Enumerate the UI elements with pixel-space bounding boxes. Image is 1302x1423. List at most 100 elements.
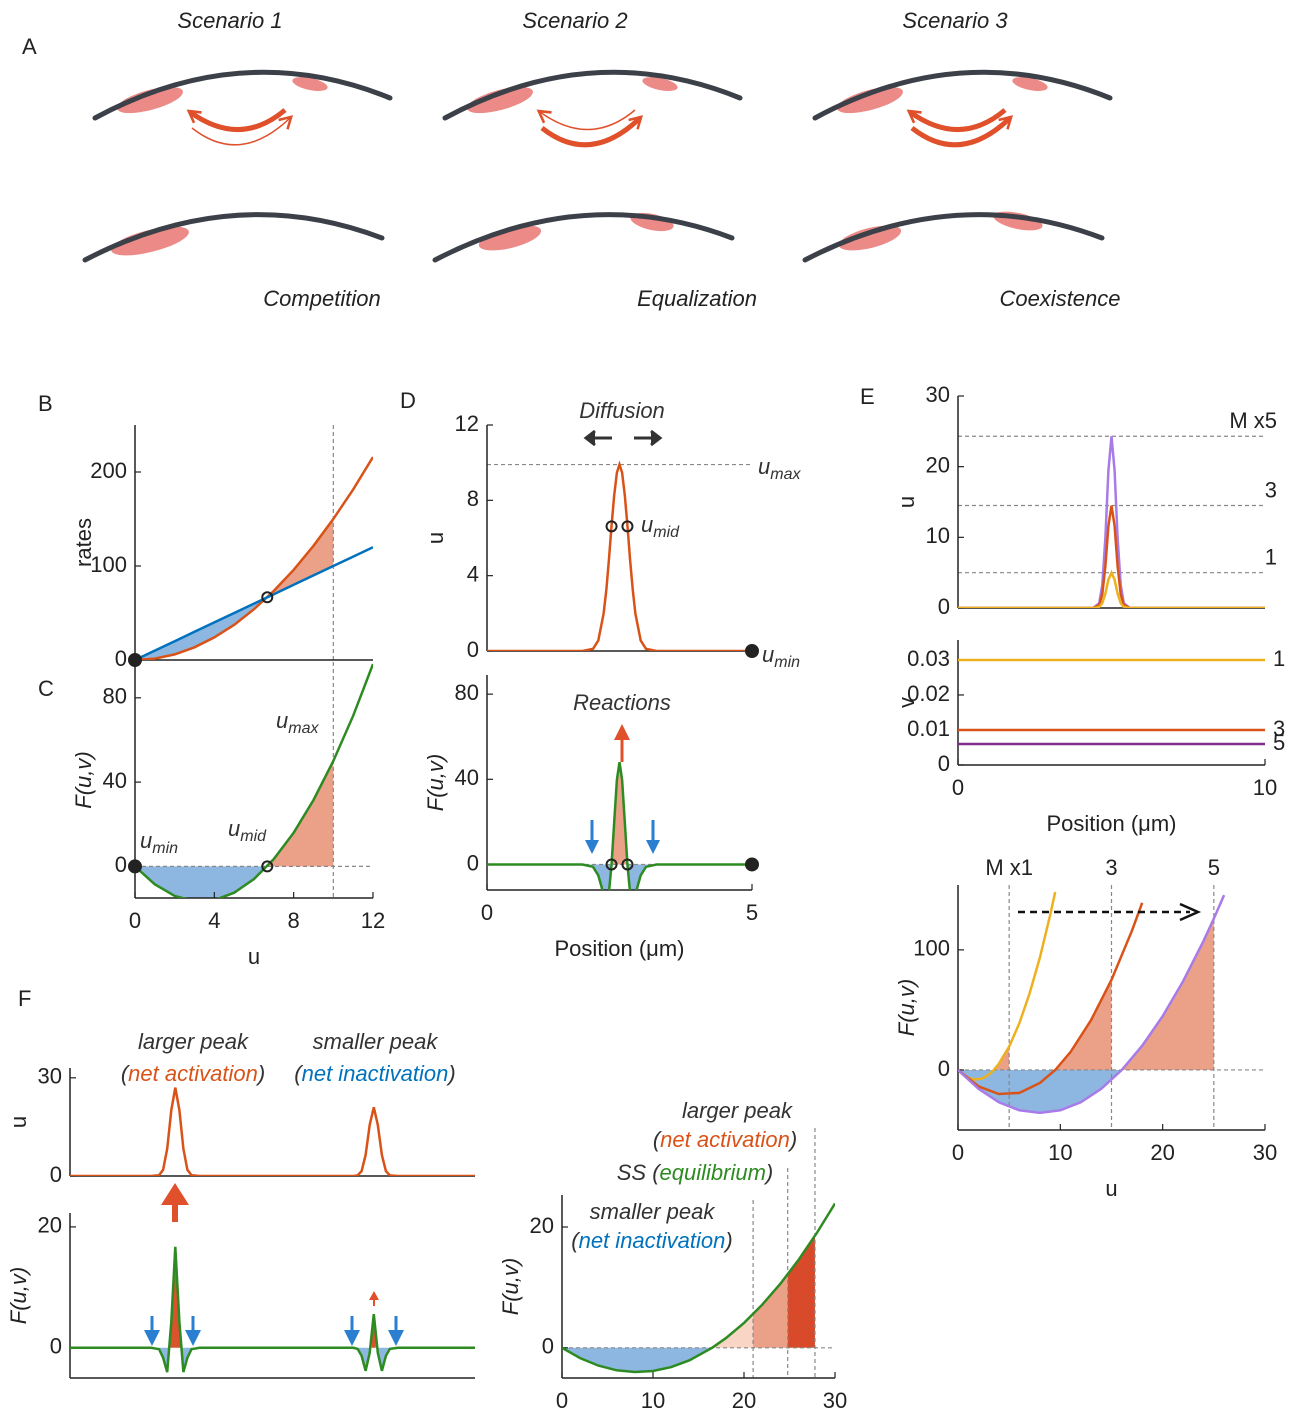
scenario-outcome: Equalization xyxy=(637,286,757,311)
x-tick-label: 0 xyxy=(952,775,964,800)
annotation: umid xyxy=(228,816,267,845)
annotation-part: min xyxy=(152,840,178,857)
x-tick-label: 8 xyxy=(288,908,300,933)
area-fill xyxy=(135,865,268,898)
series-line xyxy=(135,546,373,660)
x-axis-label: u xyxy=(248,944,260,969)
scenario-outcome: Coexistence xyxy=(999,286,1120,311)
domain-patch xyxy=(292,77,328,91)
annotation: umax xyxy=(758,454,801,483)
annotation-part: mid xyxy=(653,524,680,541)
y-tick-label: 10 xyxy=(926,523,950,548)
y-tick-label: 0 xyxy=(115,646,127,671)
membrane xyxy=(82,212,385,263)
area-fill xyxy=(1055,979,1112,1070)
domain-patch xyxy=(642,77,678,91)
decor-arrows xyxy=(144,429,1202,1346)
annotation: larger peak xyxy=(682,1098,793,1123)
annotation: (net inactivation) xyxy=(571,1228,732,1253)
diffusion-arrow xyxy=(583,429,612,447)
scenario-title: Scenario 3 xyxy=(902,8,1008,33)
panel-label: D xyxy=(400,388,416,413)
annotation-part: ) xyxy=(722,1228,732,1253)
flux-arrow xyxy=(536,109,636,131)
y-tick-label: 0 xyxy=(938,594,950,619)
area-fill xyxy=(753,1274,788,1348)
shift-arrow-head xyxy=(1179,902,1202,922)
y-tick-label: 4 xyxy=(467,561,479,586)
annotation-part: equilibrium xyxy=(660,1160,766,1185)
scenario-title: Scenario 1 xyxy=(177,8,282,33)
area-fill xyxy=(562,1347,713,1373)
annotation-part: min xyxy=(774,654,800,671)
x-tick-label: 20 xyxy=(732,1388,756,1413)
annotation-part: ( xyxy=(294,1061,304,1086)
series-label: 5 xyxy=(1208,855,1220,880)
annotation: Reactions xyxy=(573,690,671,715)
annotation: Diffusion xyxy=(579,398,665,423)
membrane xyxy=(432,212,735,263)
y-tick-label: 0 xyxy=(50,1162,62,1187)
x-tick-label: 20 xyxy=(1150,1140,1174,1165)
annotation-part: net inactivation xyxy=(579,1228,726,1253)
y-tick-label: 0.01 xyxy=(907,716,950,741)
y-tick-label: 100 xyxy=(90,552,127,577)
reaction-arrow-head xyxy=(585,840,599,854)
y-tick-label: 0 xyxy=(467,850,479,875)
activation-arrow-head xyxy=(161,1183,189,1205)
annotation-part: smaller peak xyxy=(590,1199,716,1224)
annotation: (net activation) xyxy=(653,1127,797,1152)
annotation-part: smaller peak xyxy=(313,1029,439,1054)
annotation-part: u xyxy=(140,828,152,853)
reaction-arrow-head xyxy=(614,724,630,740)
series-label: M x5 xyxy=(1229,408,1277,433)
inactivation-arrow-head xyxy=(388,1330,404,1346)
series-line xyxy=(958,505,1265,608)
series-label: 5 xyxy=(1273,730,1285,755)
x-tick-label: 0 xyxy=(556,1388,568,1413)
x-tick-label: 0 xyxy=(952,1140,964,1165)
y-axis-label: F(u,v) xyxy=(6,1267,31,1324)
series-line xyxy=(70,1246,475,1373)
y-axis-label: u xyxy=(6,1116,31,1128)
y-tick-label: 40 xyxy=(455,765,479,790)
annotation-part: u xyxy=(276,708,288,733)
membrane xyxy=(802,212,1105,263)
y-tick-label: 20 xyxy=(38,1213,62,1238)
x-tick-label: 30 xyxy=(1253,1140,1277,1165)
y-tick-label: 100 xyxy=(913,936,950,961)
series-label: 1 xyxy=(1265,544,1277,569)
y-axis-label: v xyxy=(894,697,919,708)
x-tick-label: 10 xyxy=(1048,1140,1072,1165)
series-line xyxy=(487,762,752,890)
y-axis-label: F(u,v) xyxy=(71,751,96,808)
series-label: 3 xyxy=(1273,716,1285,741)
annotation-part: ( xyxy=(571,1228,581,1253)
x-axis-label: Position (μm) xyxy=(1046,811,1176,836)
domain-patch xyxy=(1012,77,1048,91)
y-tick-label: 0 xyxy=(50,1334,62,1359)
point xyxy=(605,520,618,533)
annotation: larger peak xyxy=(138,1029,249,1054)
annotation-part: ) xyxy=(787,1127,797,1152)
annotation-part: u xyxy=(228,816,240,841)
y-axis-label: F(u,v) xyxy=(498,1258,523,1315)
annotation-part: Diffusion xyxy=(579,398,665,423)
flux-arrow xyxy=(191,115,294,146)
domain-patch xyxy=(467,86,533,114)
point xyxy=(605,858,618,871)
annotation-part: ) xyxy=(255,1061,265,1086)
y-tick-label: 12 xyxy=(455,411,479,436)
annotation: umin xyxy=(762,642,800,671)
domain-patch xyxy=(478,225,542,251)
annotation-part: Reactions xyxy=(573,690,671,715)
annotation-part: u xyxy=(641,512,653,537)
annotation: SS (equilibrium) xyxy=(617,1160,774,1185)
annotation-part: ( xyxy=(121,1061,131,1086)
annotation-part: max xyxy=(288,720,319,737)
inactivation-arrow-head xyxy=(344,1330,360,1346)
y-tick-label: 200 xyxy=(90,458,127,483)
y-tick-label: 0 xyxy=(938,751,950,776)
inactivation-arrow-head xyxy=(185,1330,201,1346)
